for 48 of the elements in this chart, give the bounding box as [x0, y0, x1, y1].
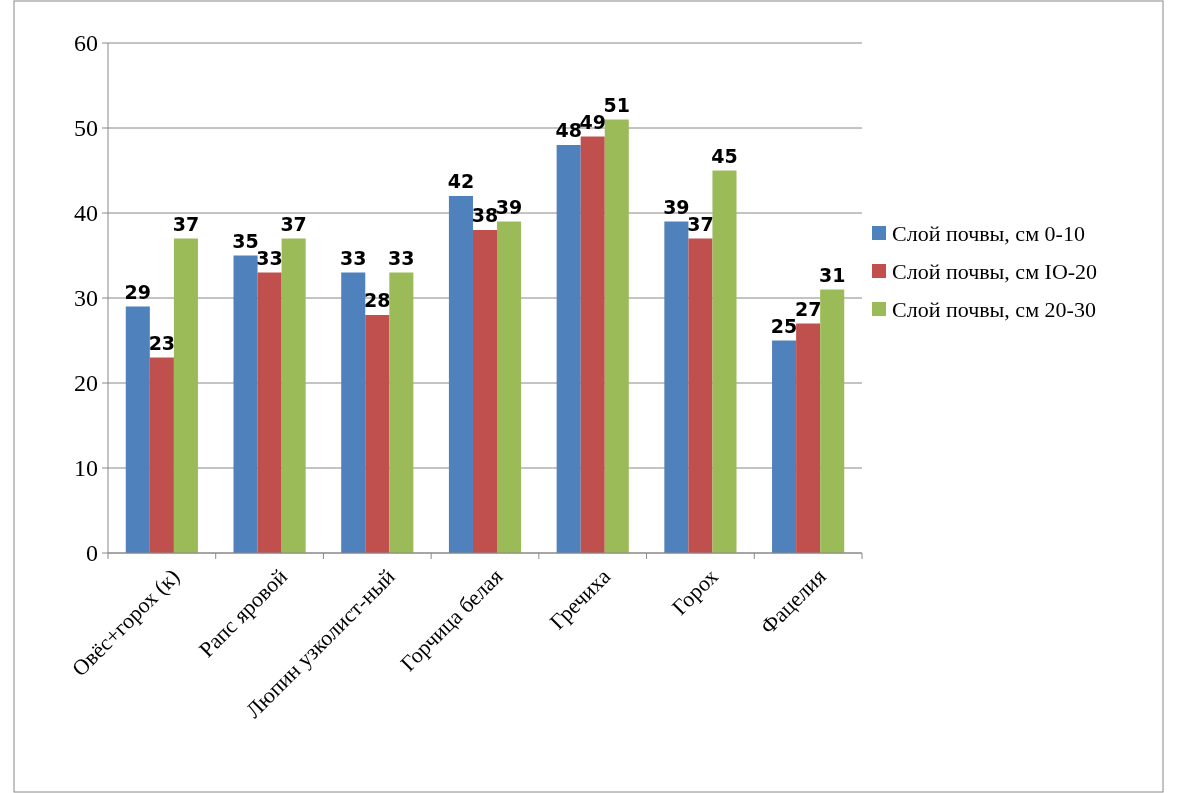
data-label: 35: [232, 229, 259, 252]
y-tick-label: 0: [86, 540, 98, 567]
bar: [556, 145, 581, 553]
bar: [448, 196, 473, 553]
data-label: 31: [818, 263, 846, 286]
data-label: 51: [603, 93, 630, 116]
data-label: 33: [340, 246, 367, 269]
bar: [688, 238, 713, 553]
data-label: 37: [280, 212, 307, 235]
data-label: 33: [388, 246, 415, 269]
y-tick-label: 60: [74, 30, 98, 57]
y-tick-label: 20: [74, 370, 98, 397]
bar: [233, 255, 258, 553]
bar: [580, 136, 605, 553]
bar: [820, 289, 845, 553]
legend-label: Слой почвы, см 20-30: [892, 296, 1096, 322]
data-label: 45: [711, 144, 738, 167]
data-label: 42: [447, 170, 475, 192]
data-label: 39: [663, 195, 690, 218]
bar: [712, 170, 737, 553]
bar: [497, 221, 522, 553]
data-label: 37: [687, 212, 714, 235]
y-tick-label: 40: [74, 200, 98, 227]
legend-label: Слой почвы, см 0-10: [892, 220, 1085, 246]
data-label: 33: [256, 246, 283, 269]
bar: [796, 323, 821, 553]
data-label: 29: [124, 280, 152, 303]
y-tick-label: 30: [74, 285, 98, 312]
data-label: 28: [364, 289, 391, 311]
bar: [173, 238, 198, 553]
bar: [281, 238, 306, 553]
bar: [604, 119, 629, 553]
bar: [389, 272, 414, 553]
legend-label: Слой почвы, см IO-20: [892, 258, 1098, 284]
y-tick-label: 10: [74, 455, 98, 482]
bar: [472, 230, 498, 553]
bar: [664, 221, 689, 553]
bar: [149, 357, 174, 553]
data-label: 27: [794, 297, 822, 320]
bar: [341, 272, 366, 553]
bar: [257, 272, 282, 553]
data-label: 23: [148, 331, 176, 354]
bar: [125, 306, 150, 553]
bar: [772, 340, 797, 553]
data-label: 48: [555, 119, 582, 141]
data-label: 37: [172, 212, 200, 235]
bar: [365, 315, 390, 553]
y-tick-label: 50: [74, 115, 98, 142]
